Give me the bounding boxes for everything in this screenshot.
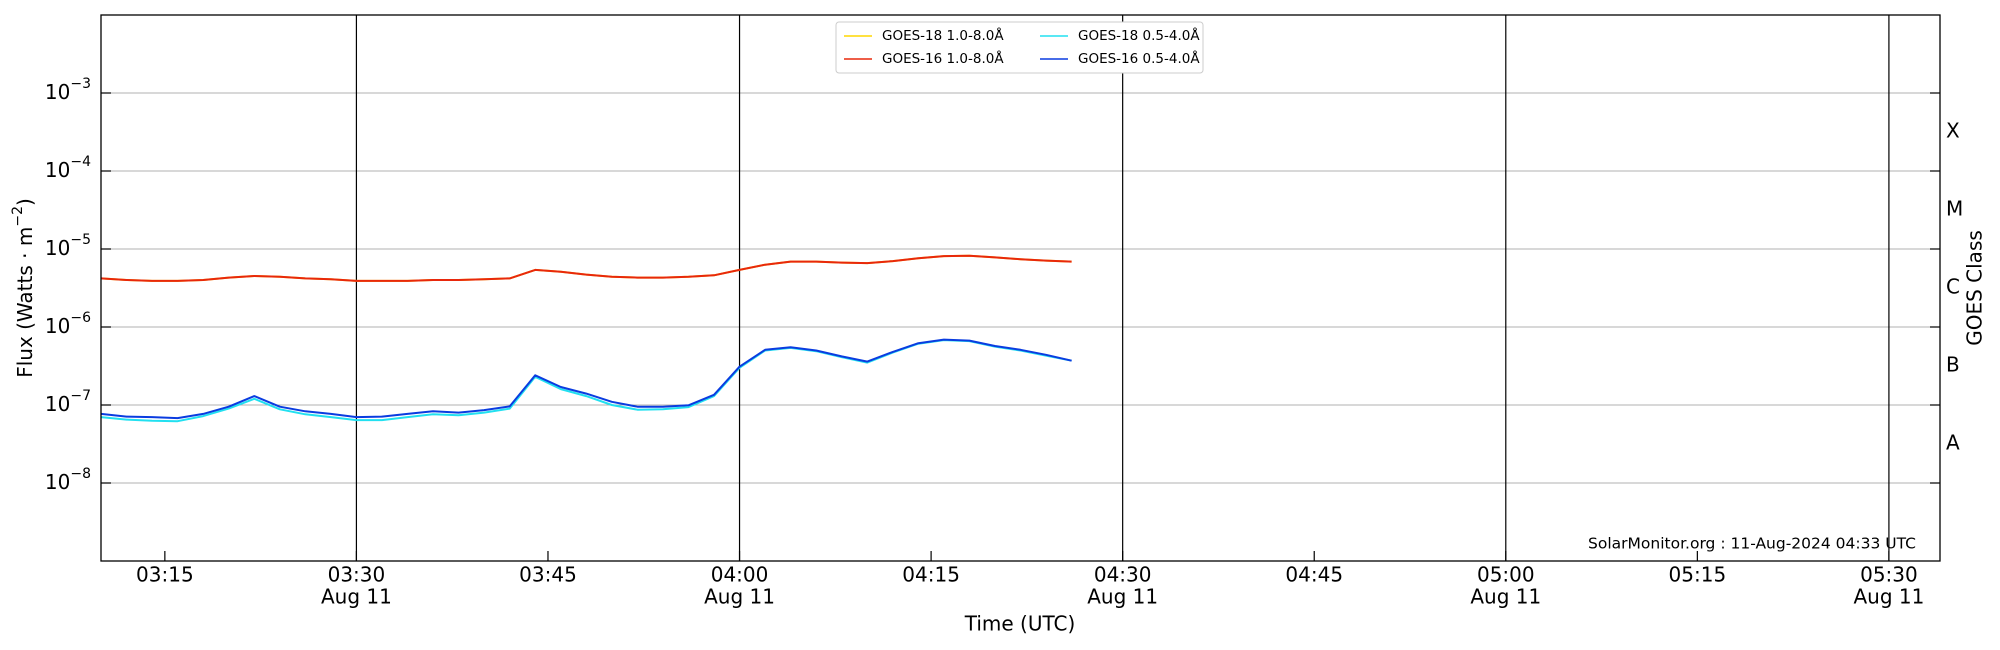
x-tick-label: 04:45 xyxy=(1285,563,1343,587)
y-tick-exponent: −5 xyxy=(70,232,91,248)
legend-label: GOES-18 0.5-4.0Å xyxy=(1078,27,1200,44)
y-axis-label-close: ) xyxy=(13,198,37,206)
x-tick-label: 04:15 xyxy=(902,563,960,587)
x-tick-label: 03:45 xyxy=(519,563,577,587)
x-tick-date: Aug 11 xyxy=(704,585,775,609)
y-tick-base: 10 xyxy=(45,314,70,338)
legend-box xyxy=(835,21,1204,74)
y2-tick-label: B xyxy=(1946,353,1960,377)
y-tick-label: 10−6 xyxy=(45,310,91,338)
x-tick-label: 05:30 xyxy=(1860,563,1918,587)
series-line xyxy=(100,338,1072,420)
y-tick-label: 10−5 xyxy=(45,232,91,260)
x-tick-label: 05:15 xyxy=(1669,563,1727,587)
y-tick-exponent: −7 xyxy=(70,388,91,404)
y-tick-exponent: −4 xyxy=(70,154,91,170)
x-tick-label: 03:15 xyxy=(136,563,194,587)
y2-tick-label: X xyxy=(1946,119,1960,143)
y-tick-label: 10−8 xyxy=(45,466,91,494)
y-tick-base: 10 xyxy=(45,470,70,494)
legend-label: GOES-16 0.5-4.0Å xyxy=(1078,50,1200,67)
y-tick-base: 10 xyxy=(45,158,70,182)
series-line xyxy=(100,339,1072,423)
y-tick-base: 10 xyxy=(45,80,70,104)
y-tick-base: 10 xyxy=(45,236,70,260)
x-tick-label: 05:00 xyxy=(1477,563,1535,587)
y-tick-label: 10−4 xyxy=(45,154,91,182)
y-axis-label-exponent: −2 xyxy=(10,206,26,227)
x-tick-label: 03:30 xyxy=(328,563,386,587)
x-axis-label: Time (UTC) xyxy=(964,612,1076,636)
legend-label: GOES-18 1.0-8.0Å xyxy=(882,27,1004,44)
y-axis-label-text: Flux (Watts · m xyxy=(13,227,37,378)
x-tick-date: Aug 11 xyxy=(1087,585,1158,609)
y-tick-label: 10−3 xyxy=(45,76,91,104)
plot-frame xyxy=(100,14,1941,562)
y2-tick-label: A xyxy=(1946,431,1960,455)
x-tick-date: Aug 11 xyxy=(1853,585,1924,609)
y-tick-exponent: −6 xyxy=(70,310,91,326)
x-tick-label: 04:00 xyxy=(711,563,769,587)
y2-tick-label: C xyxy=(1946,275,1960,299)
y-tick-exponent: −3 xyxy=(70,76,91,92)
series-line xyxy=(100,254,1072,282)
x-tick-date: Aug 11 xyxy=(321,585,392,609)
y2-tick-label: M xyxy=(1946,197,1963,221)
y-tick-exponent: −8 xyxy=(70,466,91,482)
y-tick-label: 10−7 xyxy=(45,388,91,416)
legend-label: GOES-16 1.0-8.0Å xyxy=(882,50,1004,67)
x-tick-date: Aug 11 xyxy=(1470,585,1541,609)
annotation: SolarMonitor.org : 11-Aug-2024 04:33 UTC xyxy=(1588,535,1916,553)
y2-axis-label: GOES Class xyxy=(1963,230,1987,346)
x-tick-label: 04:30 xyxy=(1094,563,1152,587)
y-tick-base: 10 xyxy=(45,392,70,416)
y-axis-label: Flux (Watts · m−2) xyxy=(10,198,37,378)
